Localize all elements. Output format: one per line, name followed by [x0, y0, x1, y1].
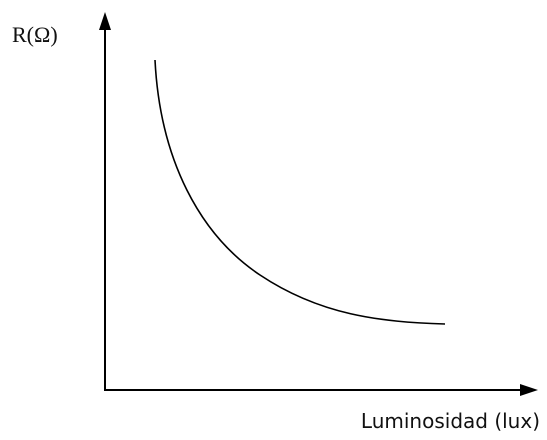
- y-axis-label: R(Ω): [12, 22, 58, 47]
- x-axis-label: Luminosidad (lux): [361, 409, 540, 433]
- curve: [154, 59, 446, 325]
- x-axis-arrow: [520, 384, 538, 396]
- y-axis-arrow: [99, 12, 111, 30]
